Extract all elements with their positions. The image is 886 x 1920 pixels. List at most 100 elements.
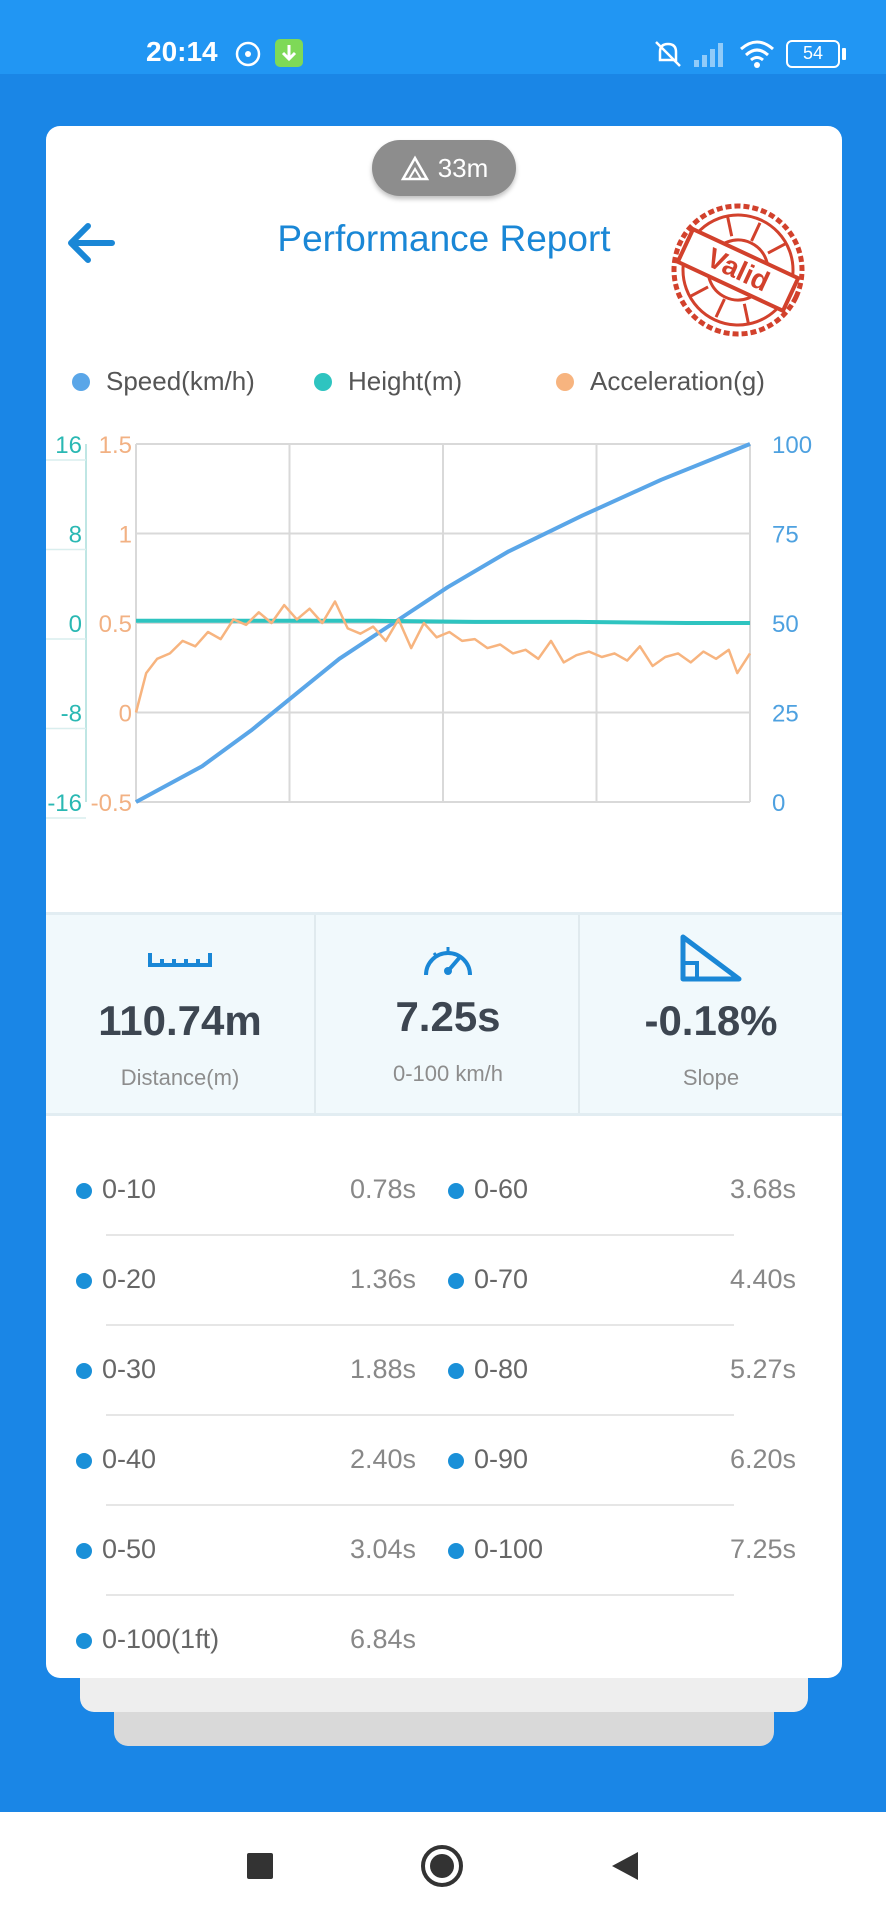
status-time: 20:14 xyxy=(146,36,218,67)
stat-distance: 110.74m Distance(m) xyxy=(46,915,314,1113)
stats-panel: 110.74m Distance(m) 7.25s 0-100 km/h -0.… xyxy=(46,912,842,1116)
series-line-height xyxy=(136,618,750,625)
mountain-icon xyxy=(400,155,429,181)
signal-icon xyxy=(694,43,723,67)
split-label: 0-40 xyxy=(102,1444,157,1474)
altitude-value: 33m xyxy=(437,152,489,183)
stat-0-100: 7.25s 0-100 km/h xyxy=(316,915,580,1113)
bullet-dot xyxy=(76,1543,92,1559)
split-value: 5.27s xyxy=(729,1354,796,1384)
split-row: 0-50 3.04s 0-100 7.25s xyxy=(46,1506,842,1596)
bullet-dot xyxy=(76,1453,92,1469)
altitude-badge: 33m xyxy=(372,140,516,196)
legend-dot-acceleration xyxy=(556,372,574,391)
speed-tick-label: 25 xyxy=(772,701,799,728)
stat-label: Distance(m) xyxy=(120,1065,240,1090)
stat-label: Slope xyxy=(682,1065,740,1090)
speed-tick-label: 50 xyxy=(772,611,799,638)
split-value: 4.40s xyxy=(729,1264,796,1294)
wifi-icon xyxy=(740,40,774,68)
page-title: Performance Report xyxy=(277,218,611,259)
split-value: 1.36s xyxy=(349,1264,416,1294)
bullet-dot xyxy=(448,1273,464,1289)
back-triangle-icon[interactable] xyxy=(608,1850,640,1882)
mute-icon xyxy=(655,41,681,67)
tidal-icon xyxy=(235,41,261,67)
split-value: 6.20s xyxy=(729,1444,796,1474)
bullet-dot xyxy=(76,1273,92,1289)
speed-tick-label: 0 xyxy=(772,790,785,817)
split-label: 0-50 xyxy=(102,1534,157,1564)
split-label: 0-100(1ft) xyxy=(102,1624,220,1654)
split-value: 3.04s xyxy=(349,1534,416,1564)
stat-divider xyxy=(314,915,316,1113)
split-row: 0-20 1.36s 0-70 4.40s xyxy=(46,1236,842,1326)
legend-label: Speed(km/h) xyxy=(106,366,255,396)
height-tick-label: 16 xyxy=(55,432,82,459)
legend-item-acceleration[interactable]: Acceleration(g) xyxy=(556,366,765,397)
legend-dot-speed xyxy=(72,372,90,391)
split-row: 0-40 2.40s 0-90 6.20s xyxy=(46,1416,842,1506)
split-row: 0-100(1ft) 6.84s xyxy=(46,1596,842,1678)
back-arrow-icon[interactable] xyxy=(60,212,122,274)
row-divider xyxy=(106,1504,734,1506)
split-label: 0-70 xyxy=(474,1264,529,1294)
slope-icon xyxy=(680,934,742,982)
battery-tip xyxy=(842,48,846,60)
height-tick-label: 8 xyxy=(69,522,82,549)
valid-stamp-icon: Valid xyxy=(671,203,805,337)
split-label: 0-100 xyxy=(474,1534,544,1564)
split-row: 0-10 0.78s 0-60 3.68s xyxy=(46,1146,842,1236)
split-label: 0-30 xyxy=(102,1354,157,1384)
split-label: 0-80 xyxy=(474,1354,529,1384)
split-label: 0-10 xyxy=(102,1174,157,1204)
acceleration-tick-label: 0.5 xyxy=(99,611,132,638)
speedometer-icon xyxy=(424,947,472,976)
bullet-dot xyxy=(448,1453,464,1469)
split-value: 0.78s xyxy=(349,1174,416,1204)
report-card: 33m Performance Report Valid Speed(km/ xyxy=(46,126,842,1678)
speed-tick-label: 75 xyxy=(772,522,799,549)
split-value: 2.40s xyxy=(349,1444,416,1474)
stat-slope: -0.18% Slope xyxy=(580,915,842,1113)
split-label: 0-20 xyxy=(102,1264,157,1294)
chart-legend: Speed(km/h) Height(m) Acceleration(g) xyxy=(46,366,842,406)
legend-item-height[interactable]: Height(m) xyxy=(314,366,462,397)
legend-label: Height(m) xyxy=(348,366,463,396)
bullet-dot xyxy=(448,1543,464,1559)
battery-level: 54 xyxy=(802,43,824,63)
system-nav-bar xyxy=(0,1812,886,1920)
acceleration-tick-label: -0.5 xyxy=(91,790,132,817)
split-label: 0-60 xyxy=(474,1174,529,1204)
performance-chart: 16 8 0 -8 -16 1.5 1 0.5 0 -0.5 100 75 50 25 0 xyxy=(46,432,812,819)
home-circle-icon[interactable] xyxy=(420,1844,464,1888)
split-label: 0-90 xyxy=(474,1444,529,1474)
recents-square-icon[interactable] xyxy=(246,1852,274,1880)
stat-divider xyxy=(578,915,580,1113)
height-tick-label: -8 xyxy=(61,701,82,728)
series-line-acceleration xyxy=(134,600,752,713)
status-bar: 20:14 54 xyxy=(0,0,886,74)
row-divider xyxy=(106,1594,734,1596)
row-divider xyxy=(106,1414,734,1416)
legend-label: Acceleration(g) xyxy=(590,366,765,396)
row-divider xyxy=(106,1234,734,1236)
legend-dot-height xyxy=(314,372,332,391)
stat-value: 7.25s xyxy=(395,993,501,1040)
split-value: 6.84s xyxy=(349,1624,416,1654)
bullet-dot xyxy=(76,1183,92,1199)
bullet-dot xyxy=(76,1633,92,1649)
ruler-icon xyxy=(148,953,212,967)
height-tick-label: -16 xyxy=(47,790,82,817)
bullet-dot xyxy=(448,1183,464,1199)
speed-tick-label: 100 xyxy=(772,432,812,459)
row-divider xyxy=(106,1324,734,1326)
split-row: 0-30 1.88s 0-80 5.27s xyxy=(46,1326,842,1416)
bullet-dot xyxy=(76,1363,92,1379)
stat-label: 0-100 km/h xyxy=(392,1061,504,1086)
stat-value: -0.18% xyxy=(644,997,778,1044)
battery-icon: 54 xyxy=(786,40,840,68)
download-icon xyxy=(275,39,303,67)
acceleration-tick-label: 0 xyxy=(119,701,132,728)
legend-item-speed[interactable]: Speed(km/h) xyxy=(72,366,255,397)
